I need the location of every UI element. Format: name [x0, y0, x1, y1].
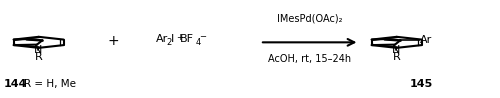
Text: Ar: Ar — [420, 35, 432, 45]
Text: IMesPd(OAc)₂: IMesPd(OAc)₂ — [277, 14, 342, 24]
Text: 2: 2 — [166, 38, 172, 47]
Text: R: R — [34, 52, 42, 62]
Text: Ar: Ar — [156, 34, 168, 44]
Text: 145: 145 — [410, 79, 433, 89]
Text: R = H, Me: R = H, Me — [24, 79, 76, 89]
Text: R: R — [392, 52, 400, 62]
Text: 144: 144 — [4, 79, 28, 89]
Text: +: + — [108, 34, 119, 48]
Text: 4: 4 — [196, 38, 200, 47]
Text: N: N — [392, 45, 400, 55]
Text: AcOH, rt, 15–24h: AcOH, rt, 15–24h — [268, 54, 351, 64]
Text: I: I — [171, 34, 174, 44]
Text: N: N — [34, 45, 42, 55]
Text: BF: BF — [180, 34, 194, 44]
Text: +: + — [176, 33, 184, 42]
Text: −: − — [199, 33, 206, 42]
